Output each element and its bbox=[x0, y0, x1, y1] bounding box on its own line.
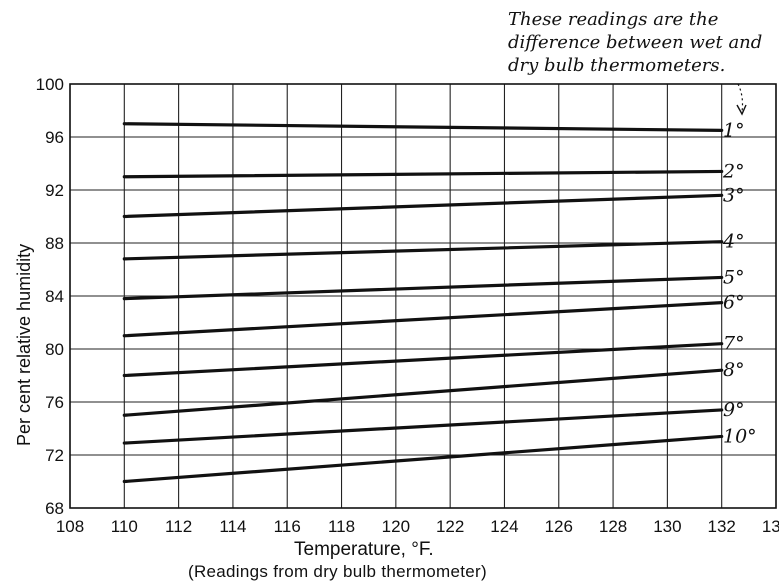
x-tick-label: 114 bbox=[219, 517, 246, 536]
x-tick-label: 110 bbox=[111, 517, 138, 536]
annotation-arrowhead bbox=[736, 104, 747, 116]
y-tick-label: 96 bbox=[45, 128, 64, 147]
y-tick-label: 68 bbox=[45, 499, 64, 518]
x-tick-label: 132 bbox=[708, 517, 736, 536]
x-axis-sublabel: (Readings from dry bulb thermometer) bbox=[188, 562, 487, 581]
plot-frame bbox=[69, 83, 777, 509]
series-label: 2° bbox=[722, 160, 745, 182]
y-tick-label: 84 bbox=[45, 287, 64, 306]
x-tick-label: 126 bbox=[545, 517, 573, 536]
y-tick-label: 80 bbox=[45, 340, 64, 359]
x-axis-label: Temperature, °F. bbox=[294, 539, 434, 560]
series-line bbox=[122, 275, 724, 301]
x-tick-label: 116 bbox=[274, 517, 301, 536]
x-tick-label: 122 bbox=[436, 517, 464, 536]
series-label: 4° bbox=[722, 231, 745, 253]
series-line bbox=[122, 368, 724, 417]
series-label: 7° bbox=[723, 333, 745, 355]
x-tick-label: 130 bbox=[653, 517, 681, 536]
series-label: 5° bbox=[723, 266, 745, 288]
series-line bbox=[122, 193, 724, 219]
series-label: 3° bbox=[723, 184, 745, 206]
series-line bbox=[122, 434, 724, 484]
y-tick-label: 88 bbox=[45, 234, 64, 253]
y-axis-label: Per cent relative humidity bbox=[14, 243, 34, 446]
series-line bbox=[122, 301, 724, 338]
annotation-note: These readings are the difference betwee… bbox=[508, 9, 763, 76]
x-tick-label: 118 bbox=[328, 517, 355, 536]
x-tick-label: 124 bbox=[490, 517, 518, 536]
series-line bbox=[122, 240, 724, 261]
series-label: 9° bbox=[723, 399, 745, 421]
y-tick-label: 76 bbox=[45, 393, 64, 412]
series-label: 8° bbox=[723, 359, 745, 381]
x-tick-label: 134 bbox=[762, 517, 779, 536]
series-line bbox=[122, 342, 724, 378]
series-line bbox=[122, 408, 724, 445]
y-tick-label: 100 bbox=[36, 75, 64, 94]
y-tick-label: 92 bbox=[45, 181, 64, 200]
series-label: 1° bbox=[723, 119, 745, 141]
series-line bbox=[122, 122, 724, 132]
series-line bbox=[122, 169, 724, 179]
x-tick-label: 128 bbox=[599, 517, 627, 536]
annotation-arrow bbox=[737, 83, 744, 113]
x-tick-label: 120 bbox=[382, 517, 410, 536]
x-tick-label: 112 bbox=[165, 517, 192, 536]
x-tick-label: 108 bbox=[56, 517, 84, 536]
series-label: 6° bbox=[723, 292, 745, 314]
y-tick-label: 72 bbox=[45, 446, 64, 465]
series-label: 10° bbox=[723, 425, 757, 447]
